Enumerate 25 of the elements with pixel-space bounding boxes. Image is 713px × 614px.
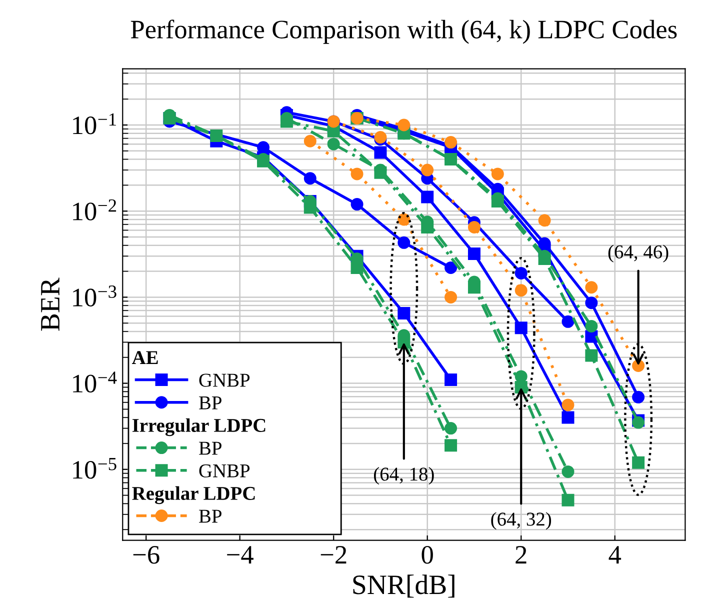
x-tick-label: −2 xyxy=(320,546,346,564)
legend-label: BP xyxy=(199,396,222,410)
annotation: (64, 18) xyxy=(374,467,434,485)
annotation: Regular LDPC xyxy=(132,486,255,504)
legend-label: GNBP xyxy=(199,464,250,478)
x-axis-title: SNR[dB] xyxy=(353,574,454,598)
annotation: (64, 46) xyxy=(608,244,668,262)
annotation: (64, 32) xyxy=(491,512,552,530)
annotation: Irregular LDPC xyxy=(132,418,266,436)
x-tick-label: 0 xyxy=(422,546,433,564)
y-tick-label: 10$^{−5}$ xyxy=(73,458,116,479)
legend-label: BP xyxy=(199,510,222,523)
y-tick-label: 10$^{−1}$ xyxy=(73,113,116,134)
x-tick-label: 4 xyxy=(608,546,622,564)
legend-label: BP xyxy=(199,442,222,455)
x-tick-label: −4 xyxy=(227,546,254,564)
chart-title: Performance Comparison with (64, k) LDPC Codes xyxy=(130,20,677,44)
y-tick-label: 10$^{−4}$ xyxy=(73,372,117,392)
legend-label: GNBP xyxy=(199,374,250,387)
y-tick-label: 10$^{−2}$ xyxy=(73,199,116,220)
x-tick-label: −6 xyxy=(133,546,160,564)
y-axis-title: BER xyxy=(41,278,60,331)
annotation: AE xyxy=(132,351,158,364)
x-tick-label: 2 xyxy=(516,546,526,564)
y-tick-label: 10$^{−3}$ xyxy=(73,286,116,306)
